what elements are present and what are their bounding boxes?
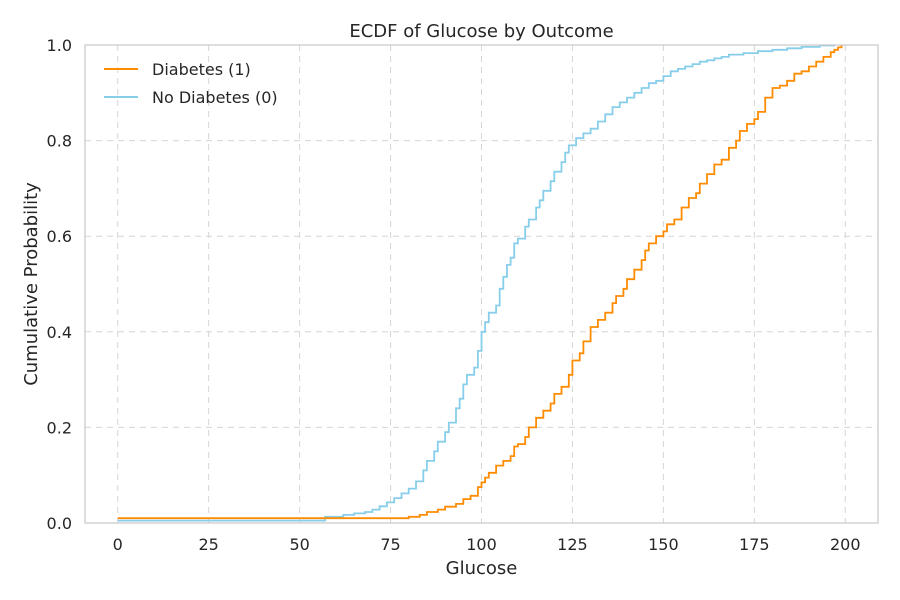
y-tick-label: 0.2 [47, 418, 72, 437]
x-tick-label: 25 [198, 535, 218, 554]
x-tick-label: 175 [739, 535, 770, 554]
chart-title: ECDF of Glucose by Outcome [349, 21, 613, 42]
legend-label: Diabetes (1) [152, 60, 251, 79]
y-tick-label: 0.0 [47, 514, 72, 533]
x-tick-label: 125 [557, 535, 588, 554]
x-tick-label: 75 [380, 535, 400, 554]
x-axis-title: Glucose [446, 558, 518, 579]
series-group [117, 44, 843, 522]
x-tick-label: 0 [113, 535, 123, 554]
plot-frame [84, 44, 879, 524]
series-line-diabetes [117, 45, 843, 520]
y-axis-title: Cumulative Probability [21, 182, 42, 386]
series-line-no-diabetes [117, 44, 836, 522]
x-tick-label: 200 [830, 535, 861, 554]
legend: Diabetes (1) No Diabetes (0) [104, 60, 278, 107]
y-tick-label: 1.0 [47, 36, 72, 55]
y-tick-label: 0.8 [47, 132, 72, 151]
x-tick-label: 50 [289, 535, 309, 554]
y-tick-label: 0.4 [47, 323, 72, 342]
x-axis-ticks: 0 25 50 75 100 125 150 175 200 [113, 535, 861, 554]
x-tick-label: 150 [648, 535, 679, 554]
grid [85, 44, 878, 524]
legend-label: No Diabetes (0) [152, 88, 278, 107]
x-tick-label: 100 [466, 535, 497, 554]
y-tick-label: 0.6 [47, 227, 72, 246]
y-axis-ticks: 0.0 0.2 0.4 0.6 0.8 1.0 [47, 36, 72, 533]
